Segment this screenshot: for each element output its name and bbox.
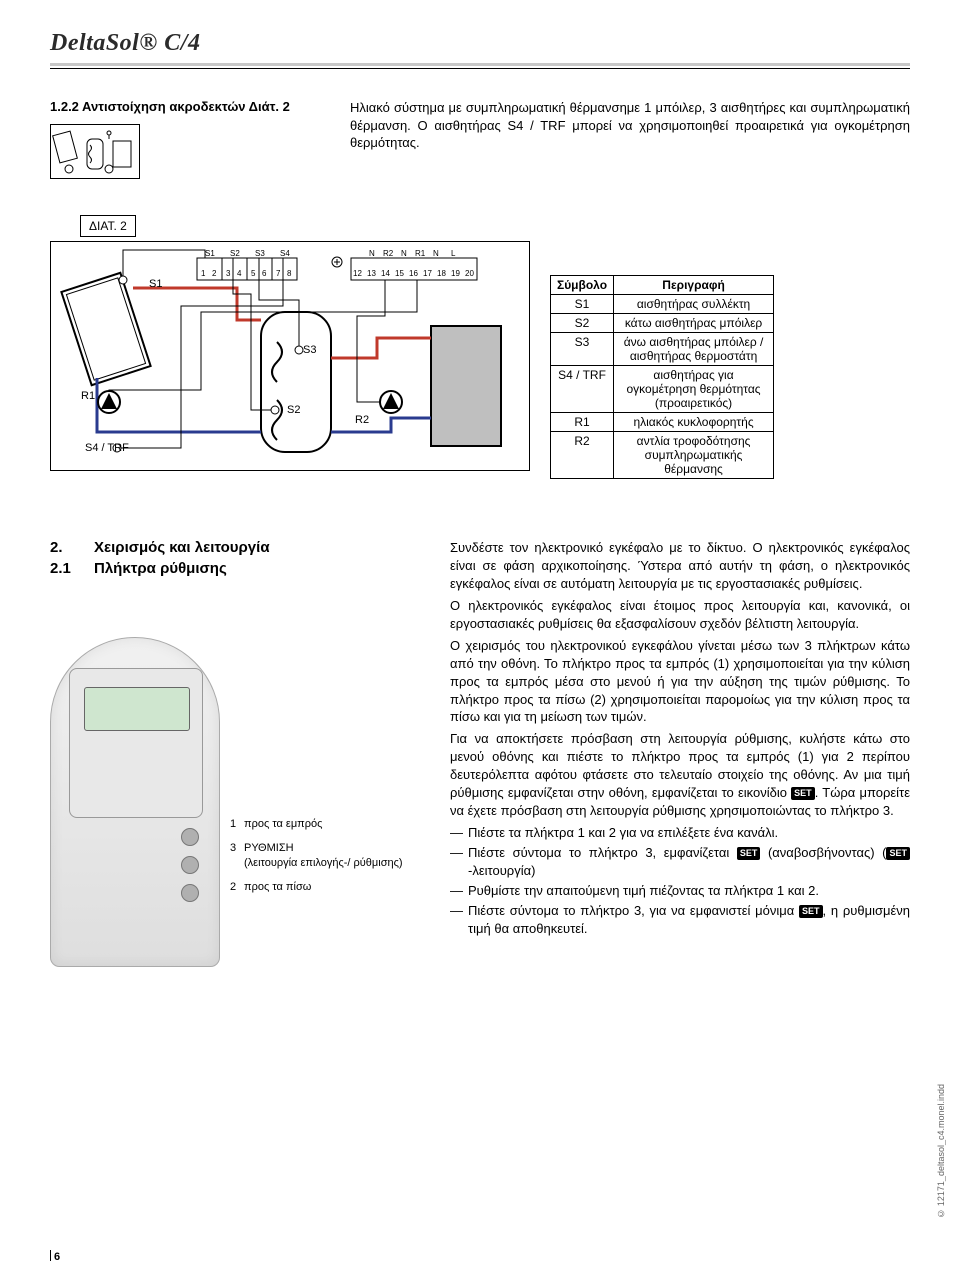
header-rule-thin <box>50 68 910 69</box>
table-row: R2αντλία τροφοδότησης συμπληρωματικής θέ… <box>551 432 774 479</box>
label-s2: S2 <box>287 404 300 416</box>
symbol-table-wrap: Σύμβολο Περιγραφή S1αισθητήρας συλλέκτη … <box>550 275 774 479</box>
wiring-diagram: S1 S2 S3 S4 12 34 56 78 N R2 N R1 N L 12 13 14 15 16… <box>50 241 530 471</box>
svg-text:L: L <box>451 249 456 258</box>
device-button-3[interactable] <box>181 856 199 874</box>
svg-text:6: 6 <box>262 269 267 278</box>
label-s4trf: S4 / TRF <box>85 442 129 454</box>
label-r2: R2 <box>355 414 369 426</box>
svg-text:2: 2 <box>212 269 217 278</box>
body-text: Συνδέστε τον ηλεκτρονικό εγκέφαλο με το … <box>450 539 910 940</box>
mini-schematic <box>50 124 140 179</box>
intro-paragraph: Ηλιακό σύστημα με συμπληρωματική θέρμανσ… <box>350 99 910 179</box>
controller-device <box>50 637 220 967</box>
callout-3: 3 ΡΥΘΜΙΣΗ (λειτουργία επιλογής-/ ρύθμιση… <box>230 841 403 870</box>
device-button-2[interactable] <box>181 884 199 902</box>
svg-text:12: 12 <box>353 269 362 278</box>
set-badge: SET <box>886 847 910 860</box>
page-number: 6 <box>50 1250 60 1263</box>
diat-2-block: ΔΙΑΤ. 2 S1 S2 S3 S4 <box>50 215 910 479</box>
svg-text:16: 16 <box>409 269 418 278</box>
svg-text:20: 20 <box>465 269 474 278</box>
section-1-2-2: 1.2.2 Αντιστοίχηση ακροδεκτών Διάτ. 2 Ηλ… <box>50 99 910 179</box>
chapter-2: 2. Χειρισμός και λειτουργία 2.1 Πλήκτρα … <box>50 539 910 967</box>
svg-text:4: 4 <box>237 269 242 278</box>
header-rule <box>50 63 910 66</box>
label-s3: S3 <box>303 344 316 356</box>
svg-text:S2: S2 <box>230 249 240 258</box>
callout-2: 2 προς τα πίσω <box>230 880 403 894</box>
list-item: —Πιέστε τα πλήκτρα 1 και 2 για να επιλέξ… <box>450 824 910 842</box>
page-header: DeltaSol® C/4 <box>50 30 910 69</box>
table-row: S3άνω αισθητήρας μπόιλερ / αισθητήρας θε… <box>551 333 774 366</box>
chapter-2-heading: 2. Χειρισμός και λειτουργία <box>50 539 420 556</box>
svg-text:19: 19 <box>451 269 460 278</box>
svg-text:S4: S4 <box>280 249 290 258</box>
set-badge: SET <box>791 787 815 800</box>
svg-text:R2: R2 <box>383 249 394 258</box>
product-title: DeltaSol® C/4 <box>50 30 910 57</box>
svg-text:S1: S1 <box>205 249 215 258</box>
callout-1: 1 προς τα εμπρός <box>230 817 403 831</box>
svg-text:1: 1 <box>201 269 206 278</box>
label-r1: R1 <box>81 390 95 402</box>
list-item: —Πιέστε σύντομα το πλήκτρο 3, για να εμφ… <box>450 902 910 938</box>
paragraph: Ο χειρισμός του ηλεκτρονικού εγκεφάλου γ… <box>450 637 910 727</box>
section-heading-col: 1.2.2 Αντιστοίχηση ακροδεκτών Διάτ. 2 <box>50 99 350 179</box>
th-symbol: Σύμβολο <box>551 276 614 295</box>
svg-text:N: N <box>433 249 439 258</box>
svg-text:7: 7 <box>276 269 281 278</box>
svg-text:13: 13 <box>367 269 376 278</box>
th-desc: Περιγραφή <box>614 276 774 295</box>
svg-text:15: 15 <box>395 269 404 278</box>
svg-text:14: 14 <box>381 269 390 278</box>
instruction-list: —Πιέστε τα πλήκτρα 1 και 2 για να επιλέξ… <box>450 824 910 938</box>
chapter-2-1-heading: 2.1 Πλήκτρα ρύθμισης <box>50 560 420 577</box>
set-badge: SET <box>799 905 823 918</box>
svg-text:N: N <box>401 249 407 258</box>
svg-text:S3: S3 <box>255 249 265 258</box>
diat-label: ΔΙΑΤ. 2 <box>80 215 136 237</box>
table-row: R1ηλιακός κυκλοφορητής <box>551 413 774 432</box>
table-row: S2κάτω αισθητήρας μπόιλερ <box>551 314 774 333</box>
set-badge: SET <box>737 847 761 860</box>
device-callouts: 1 προς τα εμπρός 3 ΡΥΘΜΙΣΗ (λειτουργία ε… <box>230 817 403 904</box>
symbol-table: Σύμβολο Περιγραφή S1αισθητήρας συλλέκτη … <box>550 275 774 479</box>
paragraph: Συνδέστε τον ηλεκτρονικό εγκέφαλο με το … <box>450 539 910 593</box>
device-screen <box>84 687 190 731</box>
heading-1-2-2: 1.2.2 Αντιστοίχηση ακροδεκτών Διάτ. 2 <box>50 99 330 114</box>
label-s1: S1 <box>149 278 162 290</box>
table-row: S4 / TRFαισθητήρας για ογκομέτρηση θερμό… <box>551 366 774 413</box>
list-item: —Πιέστε σύντομα το πλήκτρο 3, εμφανίζετα… <box>450 844 910 880</box>
paragraph: Ο ηλεκτρονικός εγκέφαλος είναι έτοιμος π… <box>450 597 910 633</box>
device-face <box>69 668 203 818</box>
svg-text:18: 18 <box>437 269 446 278</box>
svg-text:N: N <box>369 249 375 258</box>
svg-text:R1: R1 <box>415 249 426 258</box>
svg-text:5: 5 <box>251 269 256 278</box>
table-row: S1αισθητήρας συλλέκτη <box>551 295 774 314</box>
device-button-1[interactable] <box>181 828 199 846</box>
chapter-left-col: 2. Χειρισμός και λειτουργία 2.1 Πλήκτρα … <box>50 539 450 967</box>
device-illustration: 1 προς τα εμπρός 3 ΡΥΘΜΙΣΗ (λειτουργία ε… <box>50 637 420 967</box>
paragraph: Για να αποκτήσετε πρόσβαση στη λειτουργί… <box>450 730 910 820</box>
svg-text:8: 8 <box>287 269 292 278</box>
svg-text:17: 17 <box>423 269 432 278</box>
svg-text:3: 3 <box>226 269 231 278</box>
side-credit: © 12171_deltasol_c4.monel.indd <box>936 1084 946 1219</box>
list-item: —Ρυθμίστε την απαιτούμενη τιμή πιέζοντας… <box>450 882 910 900</box>
